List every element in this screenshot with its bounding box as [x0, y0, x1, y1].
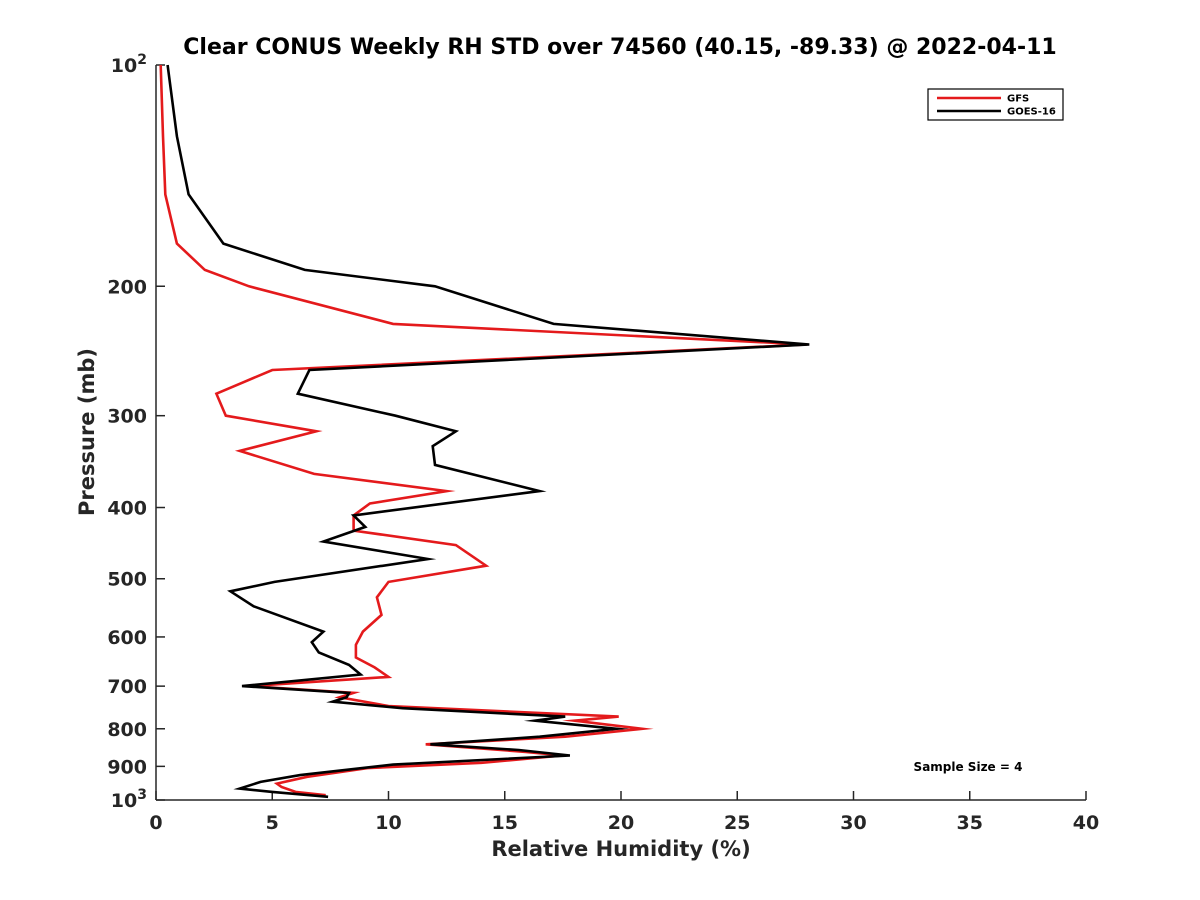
chart-title: Clear CONUS Weekly RH STD over 74560 (40…	[183, 35, 1056, 60]
legend: GFS GOES-16	[927, 88, 1064, 121]
y-tick-label: 400	[107, 498, 147, 520]
y-tick-label: 300	[107, 406, 147, 428]
y-tick-label: 103	[111, 787, 147, 812]
x-ticks: 0 5 10 15 20 25 30 35 40	[149, 791, 1099, 834]
x-axis-label: Relative Humidity (%)	[491, 837, 750, 861]
x-tick-label: 30	[840, 812, 866, 834]
x-tick-label: 10	[375, 812, 401, 834]
y-ticks: 102 200 300 400 500 600 700 800 900 103	[107, 52, 165, 812]
legend-label: GFS	[1007, 94, 1029, 105]
y-tick-label: 102	[111, 52, 147, 77]
x-tick-label: 25	[724, 812, 750, 834]
y-tick-label: 600	[107, 627, 147, 649]
y-axis-label: Pressure (mb)	[75, 348, 99, 516]
series-line-goes-16	[166, 64, 810, 799]
x-tick-label: 0	[149, 812, 162, 834]
y-tick-label: 800	[107, 719, 147, 741]
x-tick-label: 20	[608, 812, 634, 834]
series-lines	[159, 64, 810, 799]
y-tick-label: 700	[107, 676, 147, 698]
x-tick-label: 35	[957, 812, 983, 834]
sample-size-annotation: Sample Size = 4	[914, 760, 1023, 774]
legend-box	[927, 88, 1064, 121]
legend-label: GOES-16	[1007, 107, 1056, 118]
y-tick-label: 200	[107, 276, 147, 298]
x-tick-label: 40	[1073, 812, 1099, 834]
y-tick-label: 900	[107, 756, 147, 778]
x-tick-label: 15	[492, 812, 518, 834]
x-tick-label: 5	[266, 812, 279, 834]
y-tick-label: 500	[107, 569, 147, 591]
